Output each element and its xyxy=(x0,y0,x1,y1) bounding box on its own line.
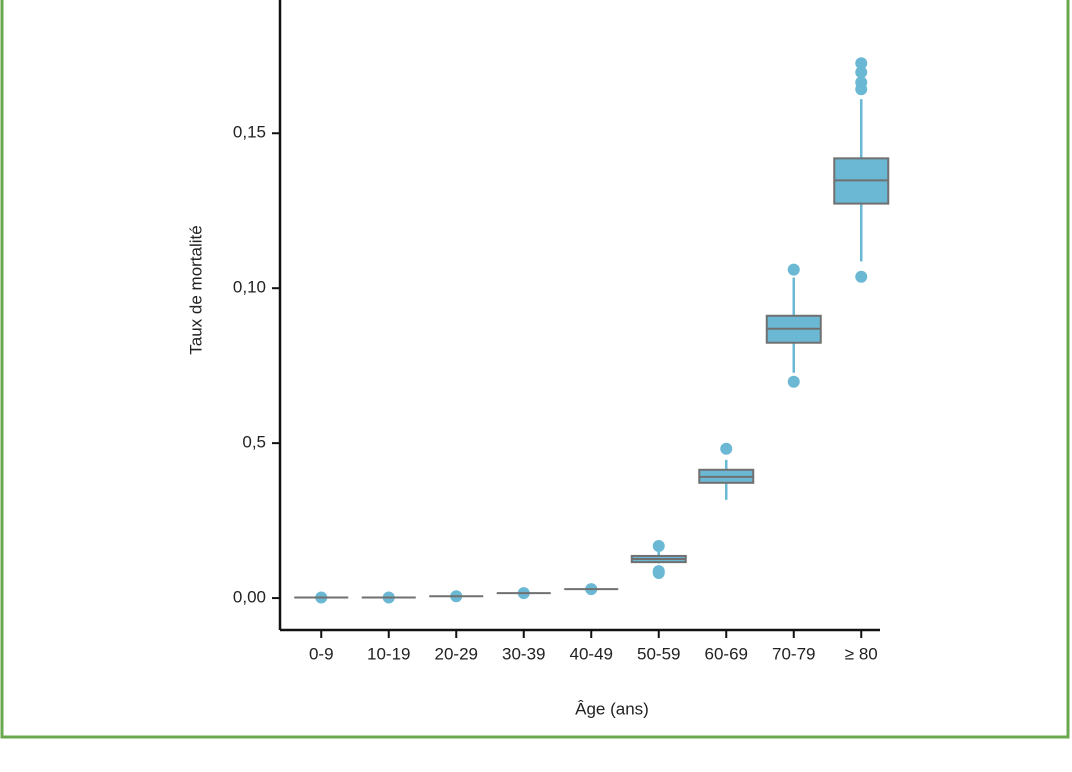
outlier xyxy=(855,83,868,96)
x-tick-label: ≥ 80 xyxy=(845,644,878,663)
frame xyxy=(0,0,1070,739)
x-tick-label: 60-69 xyxy=(705,644,748,663)
y-axis-label: Taux de mortalité xyxy=(186,225,205,354)
x-tick-label: 0-9 xyxy=(309,644,334,663)
x-tick-label: 40-49 xyxy=(570,644,613,663)
y-tick-label: 0,5 xyxy=(242,433,266,452)
outlier xyxy=(720,442,733,455)
x-tick-label: 30-39 xyxy=(502,644,545,663)
y-tick-label: 0,10 xyxy=(233,278,266,297)
x-axis-label: Âge (ans) xyxy=(575,699,649,718)
outlier xyxy=(652,566,665,579)
x-tick-label: 10-19 xyxy=(367,644,410,663)
outlier xyxy=(787,263,800,276)
x-tick-label: 70-79 xyxy=(772,644,815,663)
x-tick-label: 20-29 xyxy=(435,644,478,663)
outlier xyxy=(855,57,868,70)
y-tick-label: 0,00 xyxy=(233,588,266,607)
outlier xyxy=(787,375,800,388)
x-tick-label: 50-59 xyxy=(637,644,680,663)
outlier xyxy=(855,66,868,79)
y-tick-label: 0,15 xyxy=(233,123,266,142)
outlier xyxy=(652,540,665,553)
outlier xyxy=(855,270,868,283)
